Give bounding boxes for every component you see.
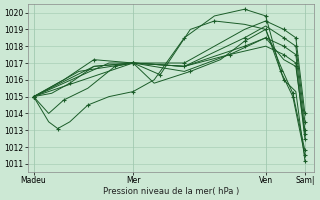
X-axis label: Pression niveau de la mer( hPa ): Pression niveau de la mer( hPa ): [103, 187, 239, 196]
